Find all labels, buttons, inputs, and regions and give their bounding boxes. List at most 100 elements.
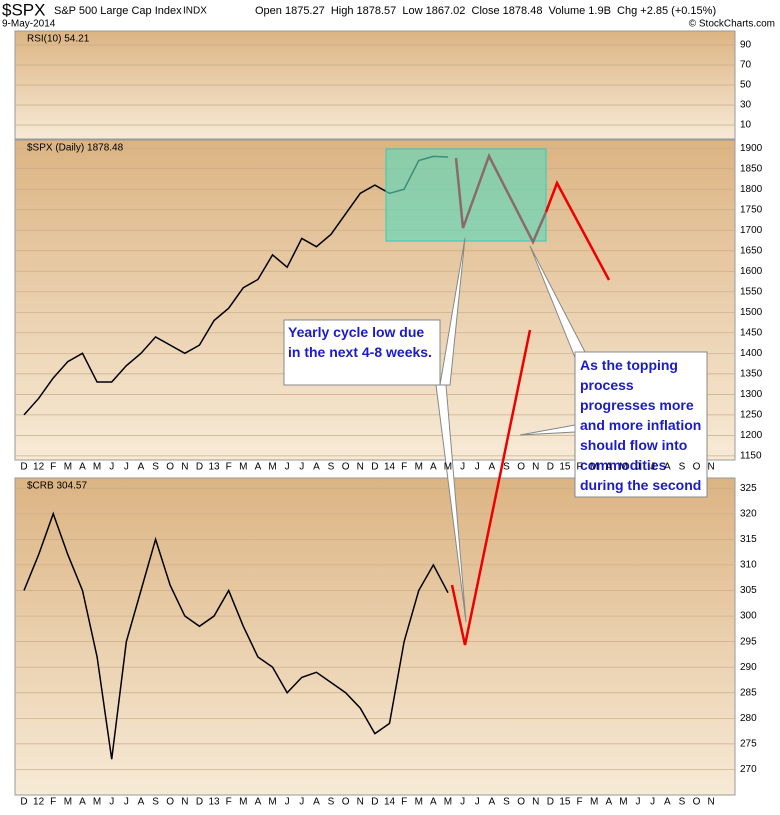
x-tick-label: M [93, 462, 101, 473]
x-tick-label: N [181, 797, 188, 808]
x-tick-label: M [239, 797, 247, 808]
x-tick-label: S [503, 797, 510, 808]
x-tick-label: M [415, 797, 423, 808]
x-tick-label: N [357, 462, 364, 473]
y-tick-label: 1300 [740, 389, 763, 400]
x-tick-label: M [64, 797, 72, 808]
x-tick-label: O [342, 462, 350, 473]
x-tick-label: A [138, 797, 145, 808]
panel-label: RSI(10) 54.21 [27, 34, 90, 45]
x-tick-label: A [664, 462, 671, 473]
x-tick-label: S [679, 462, 686, 473]
x-tick-label: J [299, 462, 304, 473]
x-tick-label: J [124, 462, 129, 473]
crb-panel [14, 477, 736, 796]
x-tick-label: M [619, 797, 627, 808]
y-tick-label: 275 [740, 739, 757, 750]
x-tick-label: M [444, 462, 452, 473]
x-tick-label: A [430, 797, 437, 808]
topping-box [385, 148, 547, 242]
x-tick-label: M [619, 462, 627, 473]
x-tick-label: J [650, 462, 655, 473]
y-tick-label: 1250 [740, 410, 763, 421]
x-tick-label: J [636, 797, 641, 808]
x-tick-label: M [415, 462, 423, 473]
y-tick-label: 1650 [740, 245, 763, 256]
x-tick-label: N [708, 797, 715, 808]
price-line [23, 511, 449, 760]
y-tick-label: 1350 [740, 368, 763, 379]
x-tick-label: A [430, 462, 437, 473]
x-tick-label: F [226, 462, 232, 473]
quote: Open 1875.27 High 1878.57 Low 1867.02 Cl… [255, 5, 716, 17]
y-tick-label: 1450 [740, 327, 763, 338]
x-tick-label: J [109, 797, 114, 808]
exchange: INDX [183, 6, 207, 17]
x-tick-label: A [79, 462, 86, 473]
x-tick-label: O [517, 797, 525, 808]
x-tick-label: O [166, 462, 174, 473]
x-tick-label: O [342, 797, 350, 808]
x-tick-label: S [503, 462, 510, 473]
crb-projection [450, 329, 532, 646]
price-line [23, 155, 449, 416]
x-tick-label: M [590, 462, 598, 473]
annotation: As the topping process progresses more a… [580, 357, 702, 493]
x-tick-label: S [679, 797, 686, 808]
callout [435, 384, 467, 623]
y-tick-label: 10 [740, 120, 752, 131]
y-tick-label: 295 [740, 636, 757, 647]
x-tick-label: M [64, 462, 72, 473]
panel-label: $CRB 304.57 [27, 481, 87, 492]
x-tick-label: A [255, 462, 262, 473]
y-tick-label: 285 [740, 687, 757, 698]
x-tick-label: A [489, 462, 496, 473]
y-tick-label: 300 [740, 611, 757, 622]
x-tick-label: O [693, 797, 701, 808]
x-tick-label: J [650, 797, 655, 808]
y-tick-label: 320 [740, 508, 757, 519]
x-tick-label: A [489, 797, 496, 808]
y-tick-label: 315 [740, 534, 757, 545]
y-tick-label: 1500 [740, 307, 763, 318]
annotation-text: As the topping process progresses more a… [580, 357, 702, 493]
y-tick-label: 290 [740, 662, 757, 673]
x-tick-label: M [268, 462, 276, 473]
x-tick-label: S [152, 462, 159, 473]
x-tick-label: A [255, 797, 262, 808]
projection-gray [454, 152, 548, 245]
x-tick-label: M [93, 797, 101, 808]
x-tick-label: N [357, 797, 364, 808]
annotation-text: Yearly cycle low due in the next 4-8 wee… [288, 324, 432, 360]
x-tick-label: 12 [33, 462, 45, 473]
x-tick-label: F [50, 462, 56, 473]
y-tick-label: 305 [740, 585, 757, 596]
x-tick-label: J [299, 797, 304, 808]
y-tick-label: 325 [740, 483, 757, 494]
annotation: Yearly cycle low due in the next 4-8 wee… [288, 324, 432, 360]
x-tick-label: D [196, 797, 203, 808]
x-tick-label: F [50, 797, 56, 808]
credit: © StockCharts.com [689, 19, 775, 30]
y-tick-label: 1550 [740, 286, 763, 297]
x-tick-label: A [605, 797, 612, 808]
x-tick-label: O [166, 797, 174, 808]
y-tick-label: 1850 [740, 163, 763, 174]
x-tick-label: 13 [208, 797, 220, 808]
x-tick-label: M [239, 462, 247, 473]
x-tick-label: 14 [384, 797, 396, 808]
x-tick-label: 13 [208, 462, 220, 473]
x-tick-label: F [226, 797, 232, 808]
y-tick-label: 50 [740, 80, 752, 91]
x-tick-label: J [475, 797, 480, 808]
x-tick-label: A [605, 462, 612, 473]
x-tick-label: 15 [559, 797, 571, 808]
x-tick-label: M [268, 797, 276, 808]
x-tick-label: J [124, 797, 129, 808]
y-tick-label: 70 [740, 60, 752, 71]
index-name: S&P 500 Large Cap Index [54, 5, 182, 17]
annotation-box [283, 319, 441, 386]
x-tick-label: F [577, 797, 583, 808]
y-tick-label: 1800 [740, 184, 763, 195]
x-tick-label: D [20, 797, 27, 808]
